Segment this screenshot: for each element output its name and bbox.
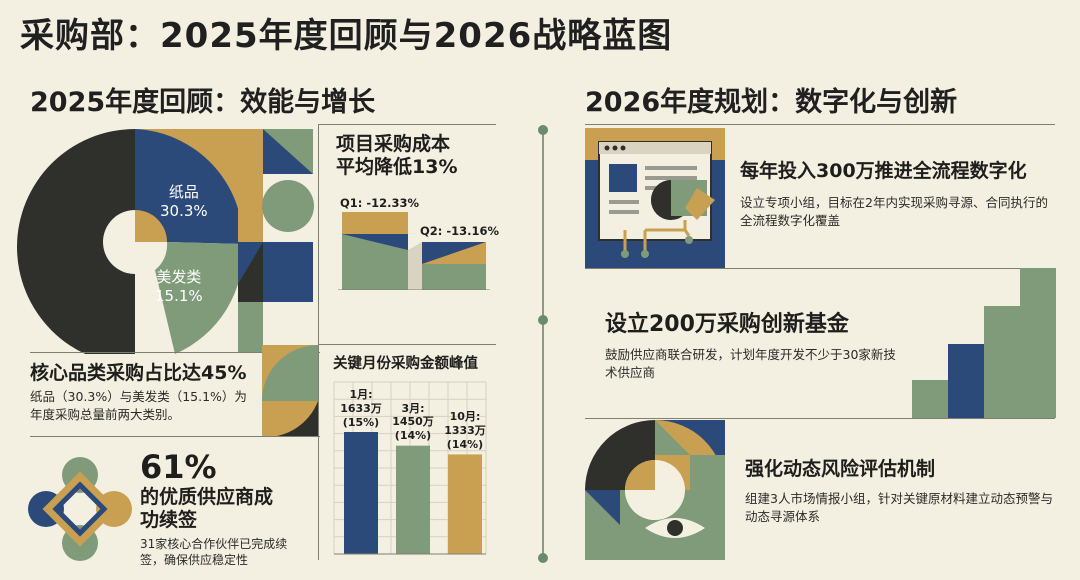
peak-bar-2	[448, 454, 482, 554]
renewal-title-line2: 功续签	[140, 508, 198, 531]
paper-slice-name: 纸品	[168, 183, 199, 201]
peak-bar-pct: (14%)	[394, 429, 432, 443]
q1-bar-top	[342, 212, 408, 234]
timeline-dot-1	[538, 125, 548, 135]
q1-label: Q1: -12.33%	[340, 196, 420, 210]
core-decoration	[262, 345, 318, 437]
growth-steps-graphic	[912, 268, 1056, 418]
risk-title: 强化动态风险评估机制	[745, 458, 936, 480]
peak-bar-chart	[333, 381, 487, 555]
fund-desc: 鼓励供应商联合研发，计划年度开发不少于30家新技术供应商	[605, 347, 896, 381]
cost-bars	[338, 212, 490, 290]
hair-slice-name: 美发类	[156, 268, 202, 286]
peak-bar-month: 10月:	[449, 410, 481, 424]
core-desc: 纸品（30.3%）与美发类（15.1%）为年度采购总量前两大类别。	[30, 389, 247, 423]
digital-title: 每年投入300万推进全流程数字化	[740, 160, 1027, 182]
fund-title: 设立200万采购创新基金	[605, 312, 849, 337]
timeline-dot-2	[538, 315, 548, 325]
category-donut-chart	[17, 129, 314, 354]
peak-bar-amount: 1333万	[444, 424, 486, 438]
peak-bar-month: 3月:	[401, 401, 425, 415]
peak-bar-month: 1月:	[349, 388, 373, 401]
hair-slice-label: 美发类 15.1%	[155, 268, 203, 306]
peak-title: 关键月份采购金额峰值	[333, 356, 478, 372]
cost-title: 项目采购成本 平均降低13%	[336, 133, 457, 179]
peak-bar-label-0: 1月: 1633万 (15%)	[338, 388, 384, 429]
donut-slice-hair	[155, 242, 244, 354]
peak-bar-label-1: 3月: 1450万 (14%)	[390, 402, 436, 443]
digital-desc: 设立专项小组，目标在2年内实现采购寻源、合同执行的全流程数字化覆盖	[740, 195, 1048, 229]
renewal-title: 的优质供应商成 功续签	[140, 486, 273, 532]
cost-title-line1: 项目采购成本	[336, 133, 451, 155]
renewal-desc: 31家核心合作伙伴已完成续签，确保供应稳定性	[140, 537, 288, 568]
paper-slice-value: 30.3%	[160, 201, 208, 220]
supplier-renewal-icon	[28, 457, 132, 561]
donut-slice-paper	[135, 129, 244, 244]
cost-title-line2: 平均降低13%	[336, 155, 458, 178]
peak-bar-amount: 1450万	[392, 415, 434, 429]
peak-bar-amount: 1633万	[340, 401, 382, 415]
hair-slice-value: 15.1%	[155, 286, 203, 305]
core-title: 核心品类采购占比达45%	[30, 362, 247, 384]
risk-desc: 组建3人市场情报小组，针对关键原材料建立动态预警与动态寻源体系	[745, 491, 1053, 525]
risk-illustration	[585, 420, 725, 560]
right-section-title: 2026年度规划：数字化与创新	[585, 87, 958, 118]
peak-bar-0	[344, 432, 378, 554]
peak-bar-pct: (15%)	[342, 415, 380, 429]
page-title: 采购部：2025年度回顾与2026战略蓝图	[20, 16, 673, 56]
paper-slice-label: 纸品 30.3%	[160, 183, 208, 221]
peak-bar-1	[396, 445, 430, 554]
digital-illustration	[585, 128, 725, 268]
peak-bar-pct: (14%)	[446, 437, 484, 451]
renewal-percent: 61%	[140, 448, 217, 486]
renewal-title-line1: 的优质供应商成	[140, 486, 274, 508]
left-section-title: 2025年度回顾：效能与增长	[30, 87, 376, 118]
donut-slice-other	[17, 129, 135, 354]
timeline-dot-3	[538, 553, 548, 563]
q2-label: Q2: -13.16%	[420, 224, 500, 238]
peak-bar-label-2: 10月: 1333万 (14%)	[442, 410, 488, 451]
q2-bar	[422, 264, 486, 290]
